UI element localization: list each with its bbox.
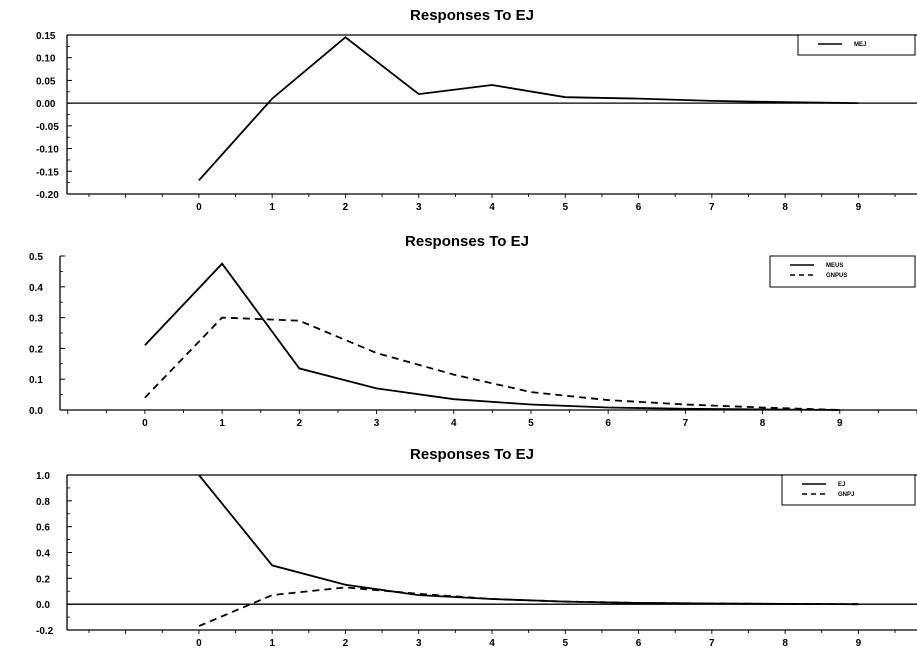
x-tick-label: 9: [856, 638, 862, 649]
panel-2: Responses To EJ 0.5 0.4 0.3 0.2 0.1 0.0 0 1 2 3 4 5…: [29, 233, 917, 429]
y-tick-label: 0.2: [29, 344, 43, 355]
y-tick-label: -0.15: [36, 167, 59, 178]
panel-3-title: Responses To EJ: [410, 446, 534, 463]
x-tick-label: 3: [374, 418, 380, 429]
legend-label-mej: MEJ: [854, 42, 866, 48]
x-tick-label: 4: [489, 638, 495, 649]
series-line-mej: [198, 36, 859, 182]
panel-3-legend: [781, 474, 916, 506]
x-tick-label: 3: [416, 638, 422, 649]
x-tick-label: 6: [605, 418, 611, 429]
x-tick-label: 9: [837, 418, 843, 429]
panel-3-plot-area: 1.0 0.8 0.6 0.4 0.2 0.0 -0.2 0 1 2 3 4 5 6 7 8 9 EJ GNPJ: [36, 471, 917, 649]
x-tick-label: 6: [636, 202, 642, 213]
y-tick-label: 0.10: [36, 54, 56, 65]
y-tick-label: -0.2: [36, 626, 54, 637]
x-tick-label: 3: [416, 202, 422, 213]
y-tick-label: 0.15: [36, 31, 56, 42]
x-tick-label: 5: [528, 418, 534, 429]
y-tick-label: 0.0: [36, 600, 50, 611]
x-tick-label: 1: [219, 418, 225, 429]
x-tick-label: 8: [782, 202, 788, 213]
panel-2-legend: [769, 255, 916, 288]
x-tick-label: 4: [489, 202, 495, 213]
x-tick-label: 2: [343, 202, 349, 213]
x-tick-label: 1: [269, 638, 275, 649]
panel-2-plot-area: 0.5 0.4 0.3 0.2 0.1 0.0 0 1 2 3 4 5 6 7 8 9 MEUS GNPUS: [29, 252, 917, 429]
series-line-gnpj: [198, 586, 859, 627]
y-tick-label: 0.00: [36, 99, 56, 110]
y-tick-label: 0.4: [36, 549, 50, 560]
series-line-gnpus: [144, 316, 840, 411]
x-tick-label: 7: [709, 638, 715, 649]
x-tick-label: 1: [269, 202, 275, 213]
series-line-ej: [198, 474, 859, 606]
y-tick-label: 0.4: [29, 283, 43, 294]
x-tick-label: 9: [856, 202, 862, 213]
x-tick-label: 6: [636, 638, 642, 649]
x-tick-label: 2: [343, 638, 349, 649]
series-line-meus: [144, 262, 840, 411]
y-tick-label: 0.3: [29, 314, 43, 325]
panel-1: Responses To EJ 0.15 0.10 0.05 0.00 -0.05 -0.…: [36, 7, 917, 213]
panel-2-title: Responses To EJ: [405, 233, 529, 250]
panel-1-plot-area: 0.15 0.10 0.05 0.00 -0.05 -0.10 -0.15 -0.20 0 1 2 3…: [36, 31, 917, 213]
panel-3: Responses To EJ 1.00.80.60.40.20.0-0.20 1…: [36, 446, 917, 649]
y-tick-label: -0.10: [36, 145, 59, 156]
y-tick-label: -0.05: [36, 122, 59, 133]
legend-label-ej: EJ: [838, 482, 845, 488]
legend-label-meus: MEUS: [826, 263, 843, 269]
y-tick-label: 0.0: [29, 406, 43, 417]
x-tick-label: 7: [709, 202, 715, 213]
x-tick-label: 8: [782, 638, 788, 649]
y-tick-label: 0.5: [29, 252, 43, 263]
legend-label-gnpj: GNPJ: [838, 492, 854, 498]
legend-label-gnpus: GNPUS: [826, 273, 847, 279]
y-tick-label: 0.8: [36, 497, 50, 508]
y-tick-label: 0.6: [36, 523, 50, 534]
x-tick-label: 0: [196, 638, 202, 649]
y-tick-label: 1.0: [36, 471, 50, 482]
y-tick-label: 0.05: [36, 76, 56, 87]
x-tick-label: 2: [297, 418, 303, 429]
x-tick-label: 8: [760, 418, 766, 429]
x-tick-label: 4: [451, 418, 457, 429]
panel-1-title: Responses To EJ: [410, 7, 534, 24]
x-tick-label: 5: [562, 202, 568, 213]
y-tick-label: 0.2: [36, 574, 50, 585]
y-tick-label: 0.1: [29, 375, 43, 386]
x-tick-label: 7: [683, 418, 689, 429]
y-tick-label: -0.20: [36, 190, 59, 201]
x-tick-label: 0: [142, 418, 148, 429]
x-tick-label: 0: [196, 202, 202, 213]
x-tick-label: 5: [562, 638, 568, 649]
panel-1-legend: [797, 34, 916, 56]
